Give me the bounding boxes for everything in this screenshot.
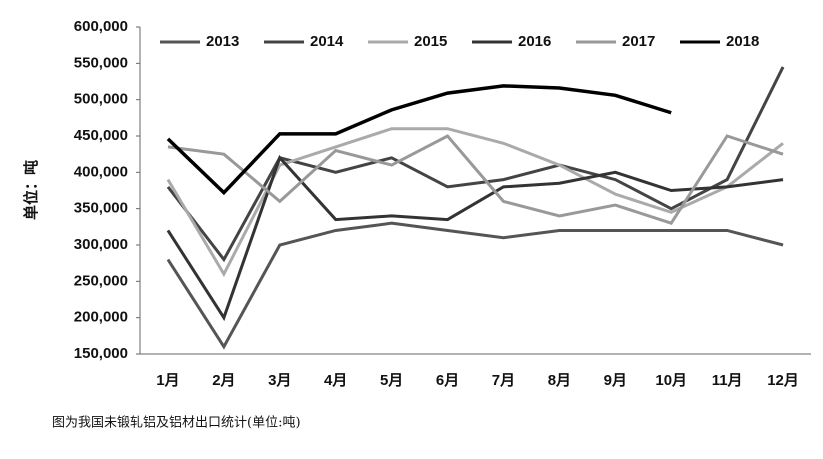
x-tick-label: 3月: [268, 372, 291, 389]
y-tick-label: 550,000: [74, 54, 128, 71]
x-tick-label: 8月: [548, 372, 571, 389]
caption: 图为我国未锻轧铝及铝材出口统计(单位:吨): [52, 416, 301, 431]
x-tick-label: 5月: [380, 372, 403, 389]
y-tick-label: 400,000: [74, 163, 128, 180]
y-tick-label: 250,000: [74, 272, 128, 289]
x-tick-label: 1月: [156, 372, 179, 389]
y-tick-label: 200,000: [74, 309, 128, 326]
series-line: [166, 221, 784, 350]
x-tick-label: 11月: [712, 372, 743, 389]
legend-label: 2014: [310, 33, 344, 50]
x-tick-label: 12月: [767, 372, 799, 389]
x-tick-label: 4月: [324, 372, 347, 389]
y-tick-label: 350,000: [74, 200, 128, 217]
series-line: [166, 66, 785, 263]
x-tick-label: 6月: [436, 372, 459, 389]
legend-label: 2018: [726, 33, 759, 50]
x-tick-label: 7月: [492, 372, 515, 389]
series-line: [167, 134, 784, 225]
x-tick-label: 2月: [212, 372, 235, 389]
y-tick-label: 500,000: [74, 91, 128, 108]
y-tick-label: 600,000: [74, 18, 128, 35]
y-tick-label: 150,000: [74, 345, 128, 362]
x-tick-label: 10月: [655, 372, 687, 389]
legend-label: 2017: [622, 33, 655, 50]
legend-label: 2015: [414, 33, 447, 50]
legend-label: 2013: [206, 33, 239, 50]
y-tick-label: 300,000: [74, 236, 128, 253]
series-line: [166, 154, 784, 322]
y-tick-label: 450,000: [74, 127, 128, 144]
x-tick-label: 9月: [604, 372, 627, 389]
series-line: [166, 127, 784, 278]
legend-label: 2016: [518, 33, 551, 50]
y-axis-label: 单位：吨: [22, 160, 40, 220]
series-line: [166, 84, 672, 196]
